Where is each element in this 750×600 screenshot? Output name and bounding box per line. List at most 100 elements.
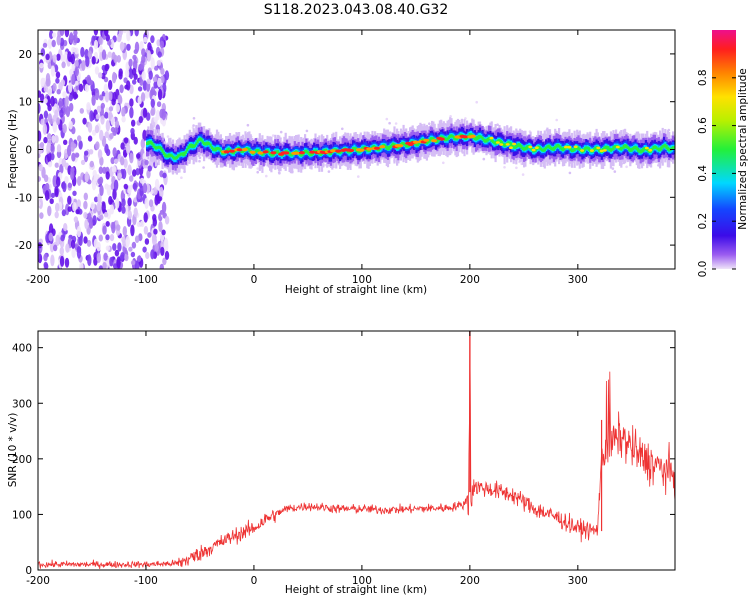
ridge-peak xyxy=(348,148,355,153)
noise-blob xyxy=(55,202,60,212)
ridge-band-5 xyxy=(513,145,517,149)
ridge-band-5 xyxy=(501,141,504,145)
noise-blob xyxy=(56,89,61,95)
ridge-band-5 xyxy=(618,147,622,151)
noise-blob xyxy=(87,254,92,267)
scatter-dot xyxy=(475,100,479,104)
ridge-peak-secondary xyxy=(534,146,539,149)
noise-blob xyxy=(55,117,61,126)
ridge-band-5 xyxy=(421,138,425,143)
noise-blob xyxy=(137,86,143,92)
ridge-band-5 xyxy=(475,136,478,141)
noise-blob xyxy=(132,182,137,190)
ridge-band-5 xyxy=(175,155,178,159)
snr-xtick-label: 200 xyxy=(460,575,480,587)
ridge-band-5 xyxy=(660,146,663,151)
noise-blob xyxy=(38,176,41,182)
noise-blob xyxy=(67,182,73,189)
noise-blob xyxy=(44,190,50,201)
noise-blob xyxy=(52,175,57,188)
ridge-peak xyxy=(249,150,256,154)
ridge-band-5 xyxy=(241,149,244,153)
noise-blob xyxy=(154,178,160,189)
ridge-band-5 xyxy=(451,135,454,138)
noise-blob xyxy=(89,160,95,168)
noise-blob xyxy=(50,143,55,154)
noise-blob xyxy=(84,171,90,183)
noise-blob xyxy=(139,177,145,184)
ridge-band-5 xyxy=(212,147,215,151)
noise-blob xyxy=(127,210,132,220)
ridge-band-5 xyxy=(146,142,149,146)
ridge-band-5 xyxy=(384,144,387,149)
noise-blob xyxy=(40,118,45,126)
ridge-band-5 xyxy=(523,147,526,151)
noise-blob xyxy=(129,152,134,164)
noise-blob xyxy=(157,88,163,101)
scatter-dot xyxy=(482,157,486,161)
ridge-band-5 xyxy=(209,143,212,147)
noise-blob xyxy=(125,142,131,155)
ridge-band-5 xyxy=(558,144,561,148)
noise-blob xyxy=(93,238,99,249)
ridge-band-5 xyxy=(148,140,151,144)
spectrogram-xtick-label: -100 xyxy=(134,274,158,286)
noise-blob xyxy=(71,247,76,259)
noise-blob xyxy=(67,206,72,212)
noise-blob xyxy=(43,136,48,144)
ridge-band-5 xyxy=(270,152,273,157)
noise-blob xyxy=(89,110,94,122)
scatter-dot xyxy=(394,122,398,125)
noise-blob xyxy=(49,241,55,253)
ridge-band-5 xyxy=(288,152,291,156)
noise-blob xyxy=(67,195,72,205)
noise-blob xyxy=(127,164,132,176)
noise-blob xyxy=(59,37,65,47)
noise-blob xyxy=(118,71,123,80)
noise-blob xyxy=(131,119,136,127)
noise-blob xyxy=(43,261,48,269)
ridge-band-5 xyxy=(592,148,596,152)
noise-blob xyxy=(160,240,165,250)
noise-blob xyxy=(137,96,142,105)
noise-blob xyxy=(61,209,67,217)
ridge-band-5 xyxy=(197,138,200,142)
noise-blob xyxy=(163,237,169,249)
ridge-band-5 xyxy=(339,151,342,155)
snr-xlabel: Height of straight line (km) xyxy=(285,584,427,596)
ridge-band-5 xyxy=(328,151,331,156)
noise-blob xyxy=(123,137,129,144)
noise-blob xyxy=(144,197,149,209)
noise-blob xyxy=(96,105,102,113)
noise-blob xyxy=(97,149,103,159)
noise-blob xyxy=(130,127,135,135)
noise-blob xyxy=(56,34,61,46)
scatter-dot xyxy=(192,117,196,120)
ridge-band-5 xyxy=(662,144,666,147)
noise-blob xyxy=(148,199,154,208)
ridge-band-5 xyxy=(539,147,542,151)
noise-blob xyxy=(121,206,126,214)
noise-blob xyxy=(104,90,110,103)
noise-blob xyxy=(79,108,85,114)
ridge-band-5 xyxy=(556,143,559,148)
noise-blob xyxy=(100,115,105,125)
ridge-peak xyxy=(366,147,373,151)
noise-blob xyxy=(116,36,122,43)
noise-blob xyxy=(116,256,121,269)
noise-blob xyxy=(114,249,120,257)
noise-blob xyxy=(52,114,57,124)
noise-blob xyxy=(84,150,89,156)
noise-blob xyxy=(55,71,61,79)
ridge-peak xyxy=(257,151,264,155)
noise-blob xyxy=(47,205,52,217)
ridge-band-5 xyxy=(607,146,610,151)
noise-blob xyxy=(48,232,53,242)
noise-blob xyxy=(151,234,157,246)
ridge-band-5 xyxy=(248,148,251,152)
noise-blob xyxy=(141,55,146,64)
noise-blob xyxy=(147,42,152,51)
noise-blob xyxy=(51,39,56,48)
ridge-band-5 xyxy=(550,146,553,151)
snr-panel: -200 -100 0 100 200 300 0 100 200 300 400 Height o… xyxy=(7,330,676,596)
